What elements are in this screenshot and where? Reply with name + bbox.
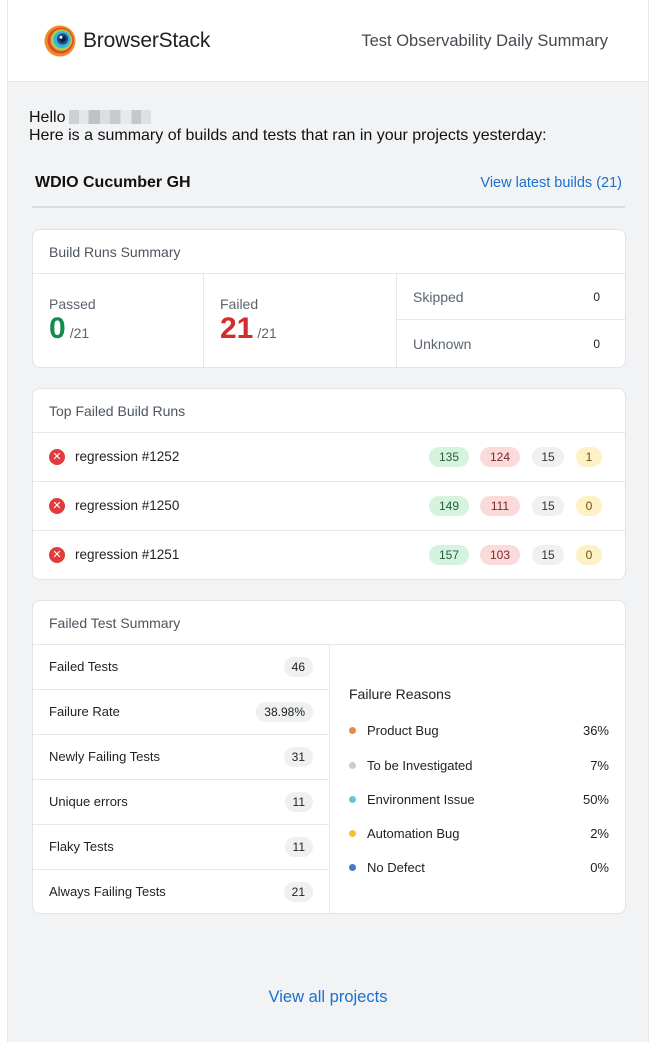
skipped-count-pill: 15 <box>532 545 564 565</box>
failure-reason-percent: 0% <box>590 860 609 875</box>
summary-intro: Here is a summary of builds and tests th… <box>29 127 547 144</box>
passed-count: 0/21 <box>49 312 90 345</box>
passed-cell: Passed 0/21 <box>33 274 204 367</box>
metric-label: Unique errors <box>49 794 128 809</box>
failed-count-pill: 111 <box>480 496 520 516</box>
build-run-row[interactable]: ✕ regression #1250 149 111 15 0 <box>33 482 625 531</box>
skipped-label: Skipped <box>413 289 464 305</box>
legend-dot-icon <box>349 864 356 871</box>
failure-reason-row: Product Bug 36% <box>349 721 609 741</box>
failure-reason-label: No Defect <box>367 860 425 875</box>
build-run-name[interactable]: regression #1252 <box>75 449 180 464</box>
failure-reason-label: Product Bug <box>367 723 439 738</box>
header: BrowserStack Test Observability Daily Su… <box>8 0 648 82</box>
card-title: Build Runs Summary <box>33 230 625 274</box>
card-title: Failed Test Summary <box>33 601 625 645</box>
report-title: Test Observability Daily Summary <box>361 32 608 50</box>
failure-reason-percent: 2% <box>590 826 609 841</box>
metric-value-badge: 21 <box>283 882 313 902</box>
metric-value-badge: 11 <box>284 792 313 812</box>
metric-row: Newly Failing Tests 31 <box>33 735 329 780</box>
passed-total: /21 <box>69 325 90 341</box>
skipped-count-pill: 15 <box>532 496 564 516</box>
unknown-count-pill: 0 <box>576 496 602 516</box>
failed-count: 21/21 <box>220 312 277 345</box>
view-latest-builds-link[interactable]: View latest builds (21) <box>480 175 622 191</box>
divider <box>32 206 625 208</box>
failure-reasons-title: Failure Reasons <box>349 686 451 702</box>
failed-count-pill: 103 <box>480 545 520 565</box>
failure-reason-row: Environment Issue 50% <box>349 790 609 810</box>
failed-total: /21 <box>257 325 277 341</box>
unknown-row: Unknown 0 <box>397 321 625 367</box>
top-failed-build-runs-card: Top Failed Build Runs ✕ regression #1252 1… <box>32 388 626 580</box>
metric-value-badge: 38.98% <box>256 702 313 722</box>
unknown-label: Unknown <box>413 336 472 352</box>
build-run-name[interactable]: regression #1250 <box>75 498 180 513</box>
side-stats: Skipped 0 Unknown 0 <box>397 274 625 367</box>
metric-row: Failed Tests 46 <box>33 645 329 690</box>
legend-dot-icon <box>349 796 356 803</box>
failed-cell: Failed 21/21 <box>204 274 397 367</box>
failed-test-summary-card: Failed Test Summary Failed Tests 46 Failur… <box>32 600 626 914</box>
brand-name: BrowserStack <box>83 29 211 52</box>
browserstack-logo-icon <box>44 25 76 57</box>
passed-count-pill: 135 <box>429 447 469 467</box>
failed-count-pill: 124 <box>480 447 520 467</box>
unknown-value: 0 <box>593 337 600 351</box>
failed-status-icon: ✕ <box>49 449 65 465</box>
unknown-count-pill: 1 <box>576 447 602 467</box>
metric-row: Unique errors 11 <box>33 780 329 825</box>
project-name: WDIO Cucumber GH <box>35 174 191 191</box>
metric-label: Always Failing Tests <box>49 884 166 899</box>
redacted-username <box>69 110 152 124</box>
view-all-projects-link[interactable]: View all projects <box>268 988 388 1006</box>
failed-status-icon: ✕ <box>49 498 65 514</box>
build-run-row[interactable]: ✕ regression #1251 157 103 15 0 <box>33 531 625 579</box>
greeting-hello: Hello <box>29 109 66 126</box>
failure-reason-label: Automation Bug <box>367 826 460 841</box>
failure-reasons-panel: Failure Reasons Product Bug 36% To be Inve… <box>329 645 625 913</box>
metric-label: Failure Rate <box>49 704 120 719</box>
greeting: Hello <box>29 109 152 127</box>
failure-reason-percent: 50% <box>582 792 609 807</box>
failure-reason-percent: 36% <box>582 723 609 738</box>
runs-list: ✕ regression #1252 135 124 15 1 ✕ regression #1… <box>33 433 625 579</box>
metric-value-badge: 46 <box>283 657 313 677</box>
legend-dot-icon <box>349 762 356 769</box>
metric-row: Always Failing Tests 21 <box>33 870 329 913</box>
passed-count-pill: 157 <box>429 545 469 565</box>
metric-label: Newly Failing Tests <box>49 749 161 764</box>
failure-reason-row: To be Investigated 7% <box>349 756 609 776</box>
metric-label: Flaky Tests <box>49 839 114 854</box>
email-frame: BrowserStack Test Observability Daily Su… <box>7 0 649 1042</box>
build-runs-summary-card: Build Runs Summary Passed 0/21 Failed 21… <box>32 229 626 368</box>
passed-label: Passed <box>49 296 96 312</box>
metric-value-badge: 11 <box>284 837 313 857</box>
skipped-value: 0 <box>593 290 600 304</box>
metric-label: Failed Tests <box>49 659 119 674</box>
failure-reason-row: No Defect 0% <box>349 858 609 878</box>
failed-label: Failed <box>220 296 259 312</box>
metrics-list: Failed Tests 46 Failure Rate 38.98% Newly Fa… <box>33 645 329 913</box>
card-title: Top Failed Build Runs <box>33 389 625 433</box>
failure-reason-row: Automation Bug 2% <box>349 824 609 844</box>
failed-status-icon: ✕ <box>49 547 65 563</box>
metric-value-badge: 31 <box>283 747 313 767</box>
passed-count-pill: 149 <box>429 496 469 516</box>
failure-reason-percent: 7% <box>590 758 609 773</box>
unknown-count-pill: 0 <box>576 545 602 565</box>
metric-row: Flaky Tests 11 <box>33 825 329 870</box>
build-run-name[interactable]: regression #1251 <box>75 547 180 562</box>
legend-dot-icon <box>349 830 356 837</box>
legend-dot-icon <box>349 727 356 734</box>
failure-reason-label: To be Investigated <box>367 758 473 773</box>
skipped-row: Skipped 0 <box>397 274 625 320</box>
build-run-row[interactable]: ✕ regression #1252 135 124 15 1 <box>33 433 625 482</box>
skipped-count-pill: 15 <box>532 447 564 467</box>
metric-row: Failure Rate 38.98% <box>33 690 329 735</box>
failure-reason-label: Environment Issue <box>367 792 475 807</box>
